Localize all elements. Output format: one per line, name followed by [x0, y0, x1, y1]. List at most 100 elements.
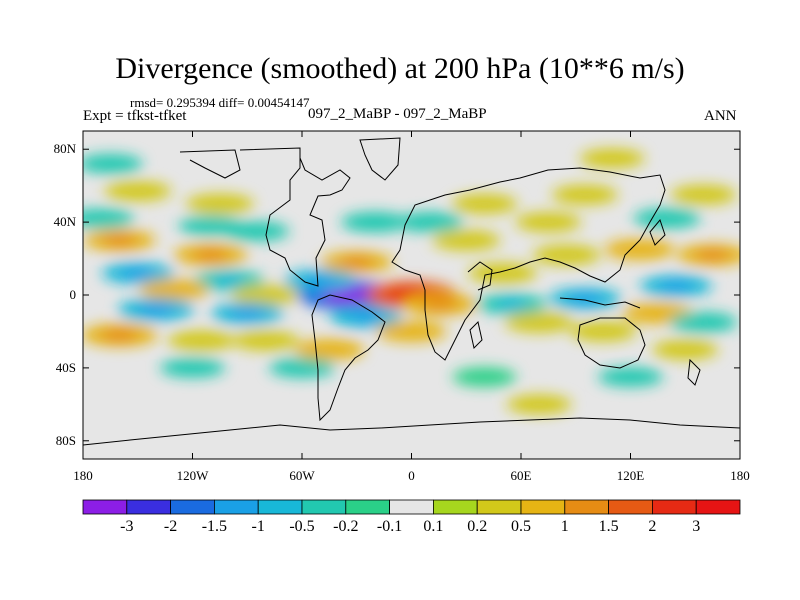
- y-tick-label: 40N: [53, 214, 76, 230]
- colorbar-label: -1: [251, 518, 265, 535]
- colorbar-swatch: [82, 499, 128, 515]
- field-blob-core: [120, 266, 155, 280]
- field-blob-core: [420, 297, 457, 311]
- field-blob-core: [695, 248, 730, 262]
- field-blob-core: [312, 343, 346, 356]
- field-blob: [569, 321, 637, 342]
- field-blob-core: [138, 302, 174, 317]
- field-blob: [104, 181, 172, 202]
- y-tick-label: 0: [69, 287, 77, 302]
- colorbar-label: 1.5: [598, 518, 619, 535]
- field-blob-core: [339, 256, 374, 269]
- x-tick-label: 180: [730, 468, 750, 483]
- field-blob: [232, 330, 299, 351]
- field-blob: [167, 330, 236, 351]
- x-tick-label: 60W: [289, 468, 315, 483]
- colorbar-swatch: [695, 499, 741, 515]
- field-blob: [468, 262, 538, 284]
- field-blob-core: [623, 243, 657, 256]
- coastline-alaska: [179, 149, 241, 179]
- coastline-japan: [649, 218, 666, 246]
- colorbar-label: -0.5: [289, 518, 315, 535]
- field-blob: [231, 284, 300, 306]
- field-blob: [515, 212, 582, 233]
- chart-title: Divergence (smoothed) at 200 hPa (10**6 …: [115, 52, 685, 85]
- field-blob: [452, 367, 517, 387]
- field-blob: [551, 184, 618, 205]
- field-blob: [396, 212, 464, 233]
- experiment-label: Expt = tfkst-tfket: [83, 108, 187, 124]
- colorbar-swatch: [564, 499, 609, 515]
- colorbar-swatch: [432, 499, 478, 515]
- colorbar-swatch: [126, 499, 172, 515]
- colorbar-swatch: [608, 499, 653, 515]
- colorbar-label: 2: [648, 518, 657, 535]
- field-blob-core: [323, 286, 372, 304]
- coastline-south-america: [311, 294, 386, 422]
- field-blob: [579, 148, 645, 169]
- field-blob: [504, 311, 574, 333]
- field-blob-core: [102, 234, 137, 247]
- field-blob: [670, 184, 737, 205]
- colorbar-label: 0.1: [423, 518, 444, 535]
- y-tick-label: 80S: [55, 432, 76, 448]
- coastline-arabia: [467, 261, 493, 291]
- colorbar-swatch: [652, 499, 697, 515]
- field-blob-core: [101, 328, 138, 342]
- x-tick-label: 180: [73, 468, 93, 483]
- coastline-new-zealand: [687, 358, 701, 386]
- field-blob-core: [212, 274, 246, 287]
- coastline-indonesia: [559, 297, 641, 309]
- x-tick-label: 120W: [176, 468, 209, 483]
- y-tick-label: 40S: [55, 359, 76, 375]
- field-blob: [341, 211, 409, 233]
- field-blob-core: [495, 298, 529, 311]
- colorbar-swatch: [345, 499, 390, 515]
- divergence-field: [83, 148, 740, 415]
- field-blob: [178, 216, 244, 236]
- field-blob: [598, 367, 663, 387]
- colorbar-swatch: [257, 499, 303, 515]
- stats-text: rmsd= 0.295394 diff= 0.00454147: [130, 95, 310, 110]
- coastline-africa-eurasia: [391, 167, 666, 361]
- field-blob: [185, 193, 254, 215]
- colorbar-label: 1: [560, 518, 569, 535]
- colorbar-label: 3: [692, 518, 701, 535]
- coastline-antarctica: [83, 417, 740, 446]
- field-blob: [160, 358, 225, 378]
- field-blob: [532, 244, 601, 266]
- field-blob: [669, 312, 738, 333]
- colorbar-label: -0.2: [333, 518, 359, 535]
- field-blob: [451, 193, 518, 214]
- field-blob: [633, 208, 701, 229]
- field-blob: [432, 230, 501, 251]
- field-blob-core: [659, 279, 694, 293]
- season-label: ANN: [704, 108, 737, 124]
- colorbar-swatch: [520, 499, 566, 515]
- coastline-north-america: [239, 147, 351, 287]
- x-tick-label: 120E: [616, 468, 645, 483]
- colorbar-label: -2: [163, 518, 178, 535]
- colorbar-label: -0.1: [376, 518, 403, 535]
- field-blob: [83, 208, 135, 229]
- colorbar-label: 0.5: [511, 518, 531, 535]
- colorbar-swatch: [170, 499, 215, 515]
- axis-ticks: [82, 131, 741, 459]
- field-blob-core: [641, 307, 675, 320]
- colorbar-swatch: [213, 499, 259, 515]
- colorbar-swatch: [476, 499, 522, 515]
- field-blob-core: [303, 274, 338, 287]
- colorbar-swatch: [389, 499, 434, 515]
- field-blob-core: [230, 307, 265, 320]
- field-blob-core: [157, 283, 191, 296]
- coastline-greenland: [359, 137, 401, 181]
- coastlines: [83, 137, 740, 446]
- coastline-madagascar: [469, 321, 483, 349]
- x-tick-label: 0: [408, 468, 415, 483]
- field-blob-core: [193, 248, 229, 262]
- colorbar-label: -1.5: [201, 518, 228, 535]
- colorbar-label: -3: [120, 518, 134, 535]
- field-blob: [83, 154, 143, 174]
